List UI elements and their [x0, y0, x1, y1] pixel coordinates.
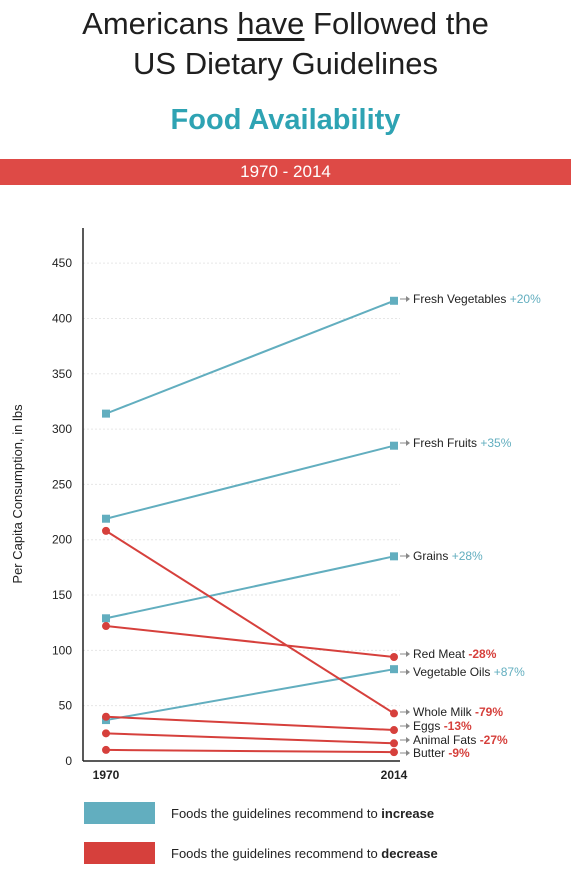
legend-decrease-bold: decrease [381, 845, 438, 861]
y-tick-label-250: 250 [52, 477, 72, 491]
series-label-whole-milk: Whole Milk -79% [413, 705, 503, 719]
y-tick-label-350: 350 [52, 367, 72, 381]
point-2014-red-meat [390, 653, 398, 662]
series-name-fresh-fruits: Fresh Fruits [413, 436, 480, 450]
leader-arrow-fresh-vegetables [406, 296, 410, 302]
series-name-eggs: Eggs [413, 719, 444, 733]
series-name-whole-milk: Whole Milk [413, 705, 475, 719]
series-label-butter: Butter -9% [413, 746, 470, 760]
series-name-grains: Grains [413, 549, 452, 563]
axes: 0 50 100 150 200 250 300 350 400 450 1970 2014 Per C… [10, 228, 408, 782]
x-tick-label-2014: 2014 [381, 768, 408, 782]
series-label-animal-fats: Animal Fats -27% [413, 733, 508, 747]
leader-arrow-eggs [406, 723, 410, 729]
series-label-eggs: Eggs -13% [413, 719, 472, 733]
legend-text-decrease: Foods the guidelines recommend to decrea… [171, 846, 438, 861]
point-1970-fresh-vegetables [102, 409, 110, 418]
point-2014-fresh-fruits [390, 441, 398, 450]
series-line-red-meat [105, 625, 395, 659]
series-label-fresh-fruits: Fresh Fruits +35% [413, 436, 512, 450]
y-tick-label-50: 50 [59, 699, 73, 713]
series-change-fresh-fruits: +35% [480, 436, 511, 450]
series-name-butter: Butter [413, 746, 448, 760]
point-2014-whole-milk [390, 709, 398, 718]
series-labels: Fresh Vegetables +20% Fresh Fruits +35% Gr… [400, 292, 541, 760]
series-line-fresh-fruits [105, 444, 395, 520]
series-line-grains [105, 555, 395, 620]
y-tick-label-450: 450 [52, 256, 72, 270]
point-1970-animal-fats [102, 729, 110, 738]
leader-arrow-butter [406, 750, 410, 756]
series-name-red-meat: Red Meat [413, 647, 468, 661]
series-line-animal-fats [105, 732, 395, 745]
chart-title: Americans have Followed the US Dietary G… [0, 4, 571, 84]
point-1970-butter [102, 745, 110, 754]
y-tick-label-400: 400 [52, 311, 72, 325]
legend-decrease-label: Foods the guidelines recommend to [171, 845, 382, 861]
series-label-fresh-vegetables: Fresh Vegetables +20% [413, 292, 541, 306]
title-line-1-start: Americans [82, 6, 238, 41]
series-change-butter: -9% [448, 746, 470, 760]
x-tick-label-1970: 1970 [93, 768, 120, 782]
y-axis-label: Per Capita Consumption, in lbs [10, 404, 25, 584]
series-line-butter [105, 748, 395, 754]
series-change-vegetable-oils: +87% [494, 665, 525, 679]
point-2014-vegetable-oils [390, 665, 398, 674]
point-2014-grains [390, 552, 398, 561]
leader-arrow-red-meat [406, 651, 410, 657]
point-1970-whole-milk [102, 526, 110, 535]
point-2014-fresh-vegetables [390, 296, 398, 305]
legend-increase-label: Foods the guidelines recommend to [171, 805, 382, 821]
series-change-eggs: -13% [444, 719, 472, 733]
series-label-grains: Grains +28% [413, 549, 483, 563]
series-line-vegetable-oils [105, 668, 395, 722]
series-label-vegetable-oils: Vegetable Oils +87% [413, 665, 525, 679]
legend-increase: Foods the guidelines recommend to increa… [84, 801, 434, 825]
series-change-grains: +28% [452, 549, 483, 563]
legend-text-increase: Foods the guidelines recommend to increa… [171, 806, 434, 821]
y-tick-label-0: 0 [65, 754, 72, 768]
point-2014-animal-fats [390, 739, 398, 748]
title-line-1: Americans have Followed the [0, 4, 571, 44]
y-tick-label-150: 150 [52, 588, 72, 602]
series-name-animal-fats: Animal Fats [413, 733, 480, 747]
series-change-red-meat: -28% [468, 647, 496, 661]
point-1970-red-meat [102, 622, 110, 631]
chart-subtitle: Food Availability [170, 104, 401, 136]
series-name-fresh-vegetables: Fresh Vegetables [413, 292, 510, 306]
point-1970-fresh-fruits [102, 514, 110, 523]
series-line-eggs [105, 715, 395, 732]
point-1970-grains [102, 614, 110, 623]
title-emphasis: have [237, 6, 305, 41]
series-label-red-meat: Red Meat -28% [413, 647, 497, 661]
y-tick-label-200: 200 [52, 533, 72, 547]
leader-arrow-animal-fats [406, 737, 410, 743]
leader-arrow-whole-milk [406, 709, 410, 715]
series-name-vegetable-oils: Vegetable Oils [413, 665, 494, 679]
point-1970-eggs [102, 712, 110, 721]
series-change-whole-milk: -79% [475, 705, 503, 719]
y-tick-label-300: 300 [52, 422, 72, 436]
y-tick-label-100: 100 [52, 643, 72, 657]
legend-decrease: Foods the guidelines recommend to decrea… [84, 841, 438, 865]
title-line-2: US Dietary Guidelines [133, 46, 438, 81]
series-line-whole-milk [105, 530, 395, 715]
leader-arrow-vegetable-oils [406, 669, 410, 675]
series-line-fresh-vegetables [105, 299, 395, 415]
year-range-band: 1970 - 2014 [0, 159, 571, 185]
leader-arrow-grains [406, 553, 410, 559]
series-lines [102, 296, 398, 757]
title-line-1-end: Followed the [304, 6, 489, 41]
legend-increase-bold: increase [381, 805, 435, 821]
series-change-fresh-vegetables: +20% [510, 292, 541, 306]
legend-swatch-increase [84, 802, 155, 824]
leader-arrow-fresh-fruits [406, 440, 410, 446]
point-2014-butter [390, 748, 398, 757]
series-change-animal-fats: -27% [480, 733, 508, 747]
point-2014-eggs [390, 726, 398, 735]
legend-swatch-decrease [84, 842, 155, 864]
